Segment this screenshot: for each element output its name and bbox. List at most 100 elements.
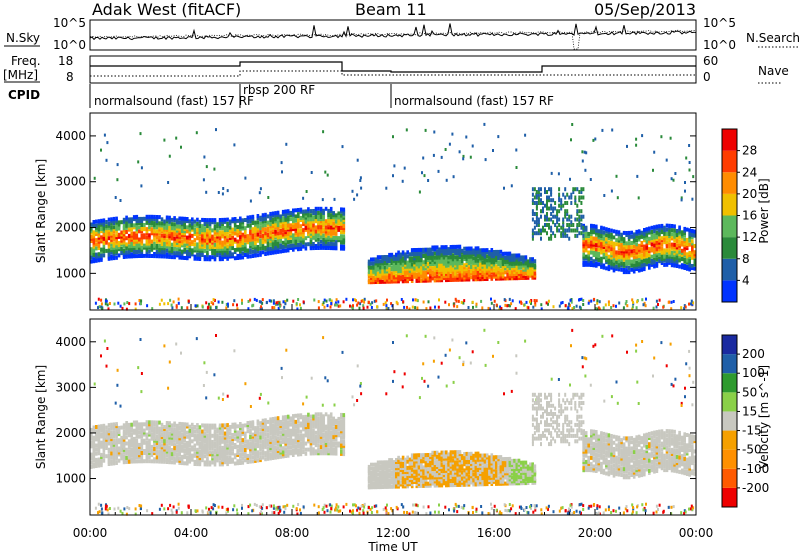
power-cell xyxy=(342,211,346,216)
power-cell xyxy=(135,223,139,228)
power-cell xyxy=(292,216,295,221)
power-cell xyxy=(597,233,601,238)
power-cell xyxy=(92,238,96,243)
power-cell xyxy=(550,190,553,194)
power-cell xyxy=(574,228,577,233)
power-cell xyxy=(261,219,265,224)
power-cell xyxy=(153,252,156,256)
power-cell xyxy=(445,251,448,256)
velocity-cell xyxy=(228,451,232,456)
velocity-cell xyxy=(175,427,179,432)
power-cell xyxy=(382,302,385,306)
power-cell xyxy=(188,244,192,248)
power-cell xyxy=(239,216,242,221)
velocity-cell xyxy=(206,437,209,442)
power-cell xyxy=(576,228,579,233)
power-cell xyxy=(317,241,320,246)
velocity-cell xyxy=(201,423,204,428)
power-cell xyxy=(627,251,631,256)
power-cell xyxy=(155,231,159,236)
power-cell xyxy=(454,265,457,270)
velocity-cell xyxy=(264,422,267,427)
power-cell xyxy=(143,216,146,221)
power-cell xyxy=(381,273,384,278)
power-cell xyxy=(340,226,343,230)
power-cell xyxy=(256,253,260,258)
power-cell xyxy=(540,307,543,311)
velocity-cell xyxy=(203,423,207,428)
power-cell xyxy=(660,261,664,265)
power-cell xyxy=(284,248,287,253)
power-cell xyxy=(576,233,579,238)
power-cell xyxy=(384,301,387,305)
power-cell xyxy=(302,228,305,233)
power-cell xyxy=(550,171,553,175)
power-cell xyxy=(590,225,593,230)
power-cell xyxy=(221,250,224,255)
power-cell xyxy=(372,257,375,262)
velocity-cell xyxy=(244,433,247,438)
power-cell xyxy=(572,187,575,192)
velocity-cell xyxy=(236,444,239,449)
power-cell xyxy=(284,300,287,304)
velocity-cell xyxy=(115,422,118,427)
power-cell xyxy=(454,259,457,264)
power-cell xyxy=(340,209,343,214)
power-cell xyxy=(426,268,430,273)
power-cell xyxy=(349,304,351,308)
power-cell xyxy=(125,230,128,234)
power-cell xyxy=(564,228,567,233)
power-cell xyxy=(508,270,512,275)
power-cell xyxy=(511,299,514,303)
power-cell xyxy=(533,212,536,216)
power-cell xyxy=(249,223,252,228)
power-cell xyxy=(607,267,611,272)
power-cell xyxy=(408,262,412,267)
power-cell xyxy=(531,231,534,236)
power-cell xyxy=(564,209,567,214)
power-cell xyxy=(314,215,318,220)
power-cell xyxy=(95,223,98,228)
power-cell xyxy=(532,305,535,309)
velocity-cell xyxy=(208,423,212,428)
power-cell xyxy=(92,248,96,253)
cpid-segment-2: normalsound (fast) 157 RF xyxy=(394,94,554,108)
power-cell xyxy=(644,304,647,308)
power-cell xyxy=(635,246,638,251)
power-cell xyxy=(437,305,440,309)
power-cell xyxy=(125,250,128,255)
velocity-cell xyxy=(203,427,207,432)
power-cell xyxy=(385,277,389,282)
power-cell xyxy=(640,265,644,270)
power-cell xyxy=(474,246,478,251)
power-cell xyxy=(251,233,255,238)
power-cell xyxy=(458,263,462,268)
power-cell xyxy=(163,229,166,234)
power-cell xyxy=(186,239,189,244)
power-cell xyxy=(381,257,384,262)
power-cell xyxy=(314,235,318,240)
velocity-cell xyxy=(178,436,181,441)
power-cell xyxy=(206,242,209,247)
power-cell xyxy=(483,262,487,267)
power-cell xyxy=(550,203,553,208)
power-cell xyxy=(582,240,585,245)
power-cell xyxy=(191,248,194,253)
power-cell xyxy=(251,237,255,242)
power-cell xyxy=(578,209,581,214)
power-cell xyxy=(415,248,419,252)
power-cell xyxy=(691,197,694,201)
velocity-cell xyxy=(256,438,260,442)
power-cell xyxy=(550,198,553,203)
power-cell xyxy=(566,228,569,233)
velocity-cell xyxy=(150,449,154,453)
velocity-cell xyxy=(193,425,197,429)
power-cell xyxy=(292,245,295,250)
power-cell xyxy=(672,178,675,182)
power-cell xyxy=(451,263,455,268)
power-cell xyxy=(564,304,567,308)
power-cell xyxy=(173,236,176,241)
power-cell xyxy=(533,259,537,264)
velocity-cell xyxy=(132,436,136,441)
power-cell xyxy=(165,223,169,228)
